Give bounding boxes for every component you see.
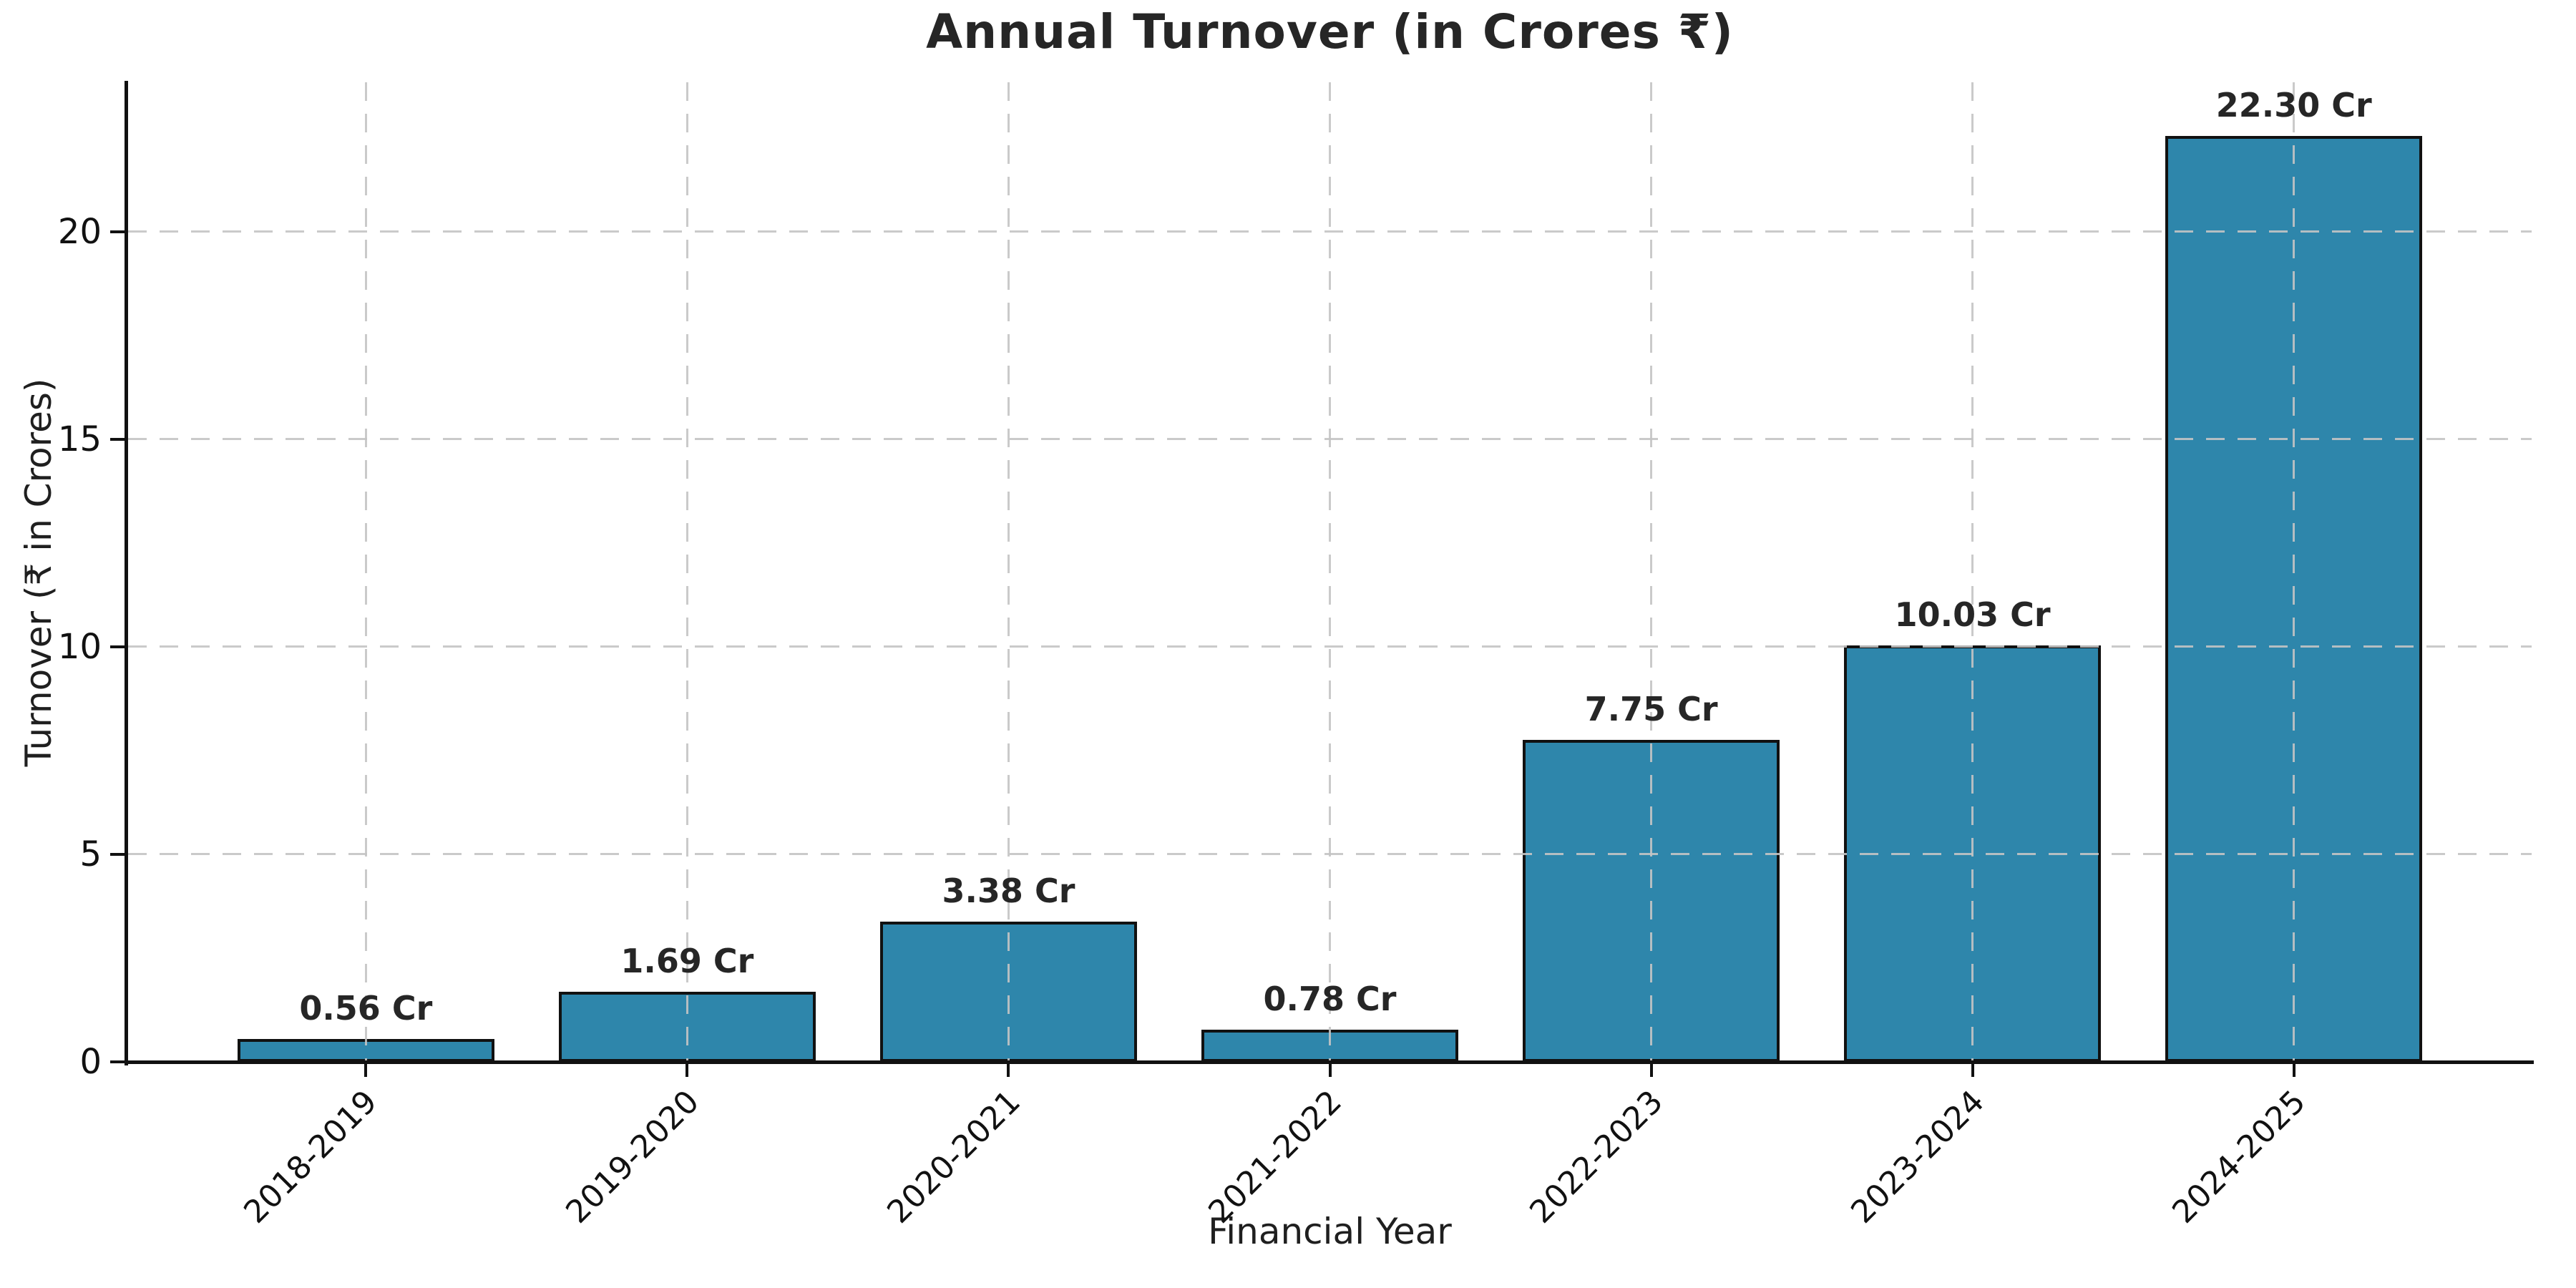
y-tick-label: 20: [57, 211, 102, 252]
bar-value-label: 0.56 Cr: [299, 988, 433, 1028]
x-tick: [1328, 1063, 1332, 1077]
x-tick: [364, 1063, 368, 1077]
y-tick: [110, 437, 125, 441]
bar-value-label: 1.69 Cr: [620, 941, 754, 980]
x-tick-label-text: 2019-2020: [558, 1083, 706, 1231]
x-tick: [1649, 1063, 1653, 1077]
y-tick: [110, 645, 125, 648]
chart-title: Annual Turnover (in Crores ₹): [926, 4, 1734, 59]
bar-value-label: 3.38 Cr: [942, 871, 1075, 910]
x-tick: [1971, 1063, 1974, 1077]
grid-line-vertical: [2293, 82, 2296, 1062]
y-axis-spine: [125, 81, 128, 1065]
x-tick: [2292, 1063, 2296, 1077]
x-tick-label-text: 2024-2025: [2165, 1083, 2313, 1231]
x-tick-label-text: 2020-2021: [879, 1083, 1028, 1231]
grid-line-vertical: [1650, 82, 1653, 1062]
x-tick-label-text: 2021-2022: [1201, 1083, 1349, 1231]
bar-value-label: 0.78 Cr: [1263, 979, 1397, 1018]
x-axis-spine: [125, 1060, 2534, 1064]
x-axis-label: Financial Year: [1208, 1211, 1452, 1252]
y-tick: [110, 1060, 125, 1063]
bar-value-label: 7.75 Cr: [1584, 690, 1718, 729]
grid-line-vertical: [1007, 82, 1010, 1062]
grid-line-vertical: [364, 82, 367, 1062]
grid-line-vertical: [686, 82, 688, 1062]
x-tick-label-text: 2022-2023: [1522, 1083, 1670, 1231]
grid-line-vertical: [1329, 82, 1331, 1062]
y-tick-label: 10: [57, 626, 102, 667]
y-tick-label: 0: [79, 1042, 102, 1082]
x-tick: [1007, 1063, 1010, 1077]
y-tick-label: 15: [57, 419, 102, 459]
plot-area: 0.56 Cr 1.69 Cr 3.38 Cr 0.78 Cr 7.75 Cr 10.03…: [58, 81, 2534, 1231]
y-tick: [110, 230, 125, 233]
bar-value-label: 22.30 Cr: [2215, 86, 2372, 125]
grid-line-vertical: [1971, 82, 1974, 1062]
y-tick-label: 5: [79, 834, 102, 874]
x-tick: [686, 1063, 689, 1077]
x-tick-label-text: 2018-2019: [237, 1083, 385, 1231]
x-tick-label-text: 2023-2024: [1844, 1083, 1991, 1231]
y-tick: [110, 852, 125, 856]
bar-value-label: 10.03 Cr: [1894, 595, 2051, 635]
